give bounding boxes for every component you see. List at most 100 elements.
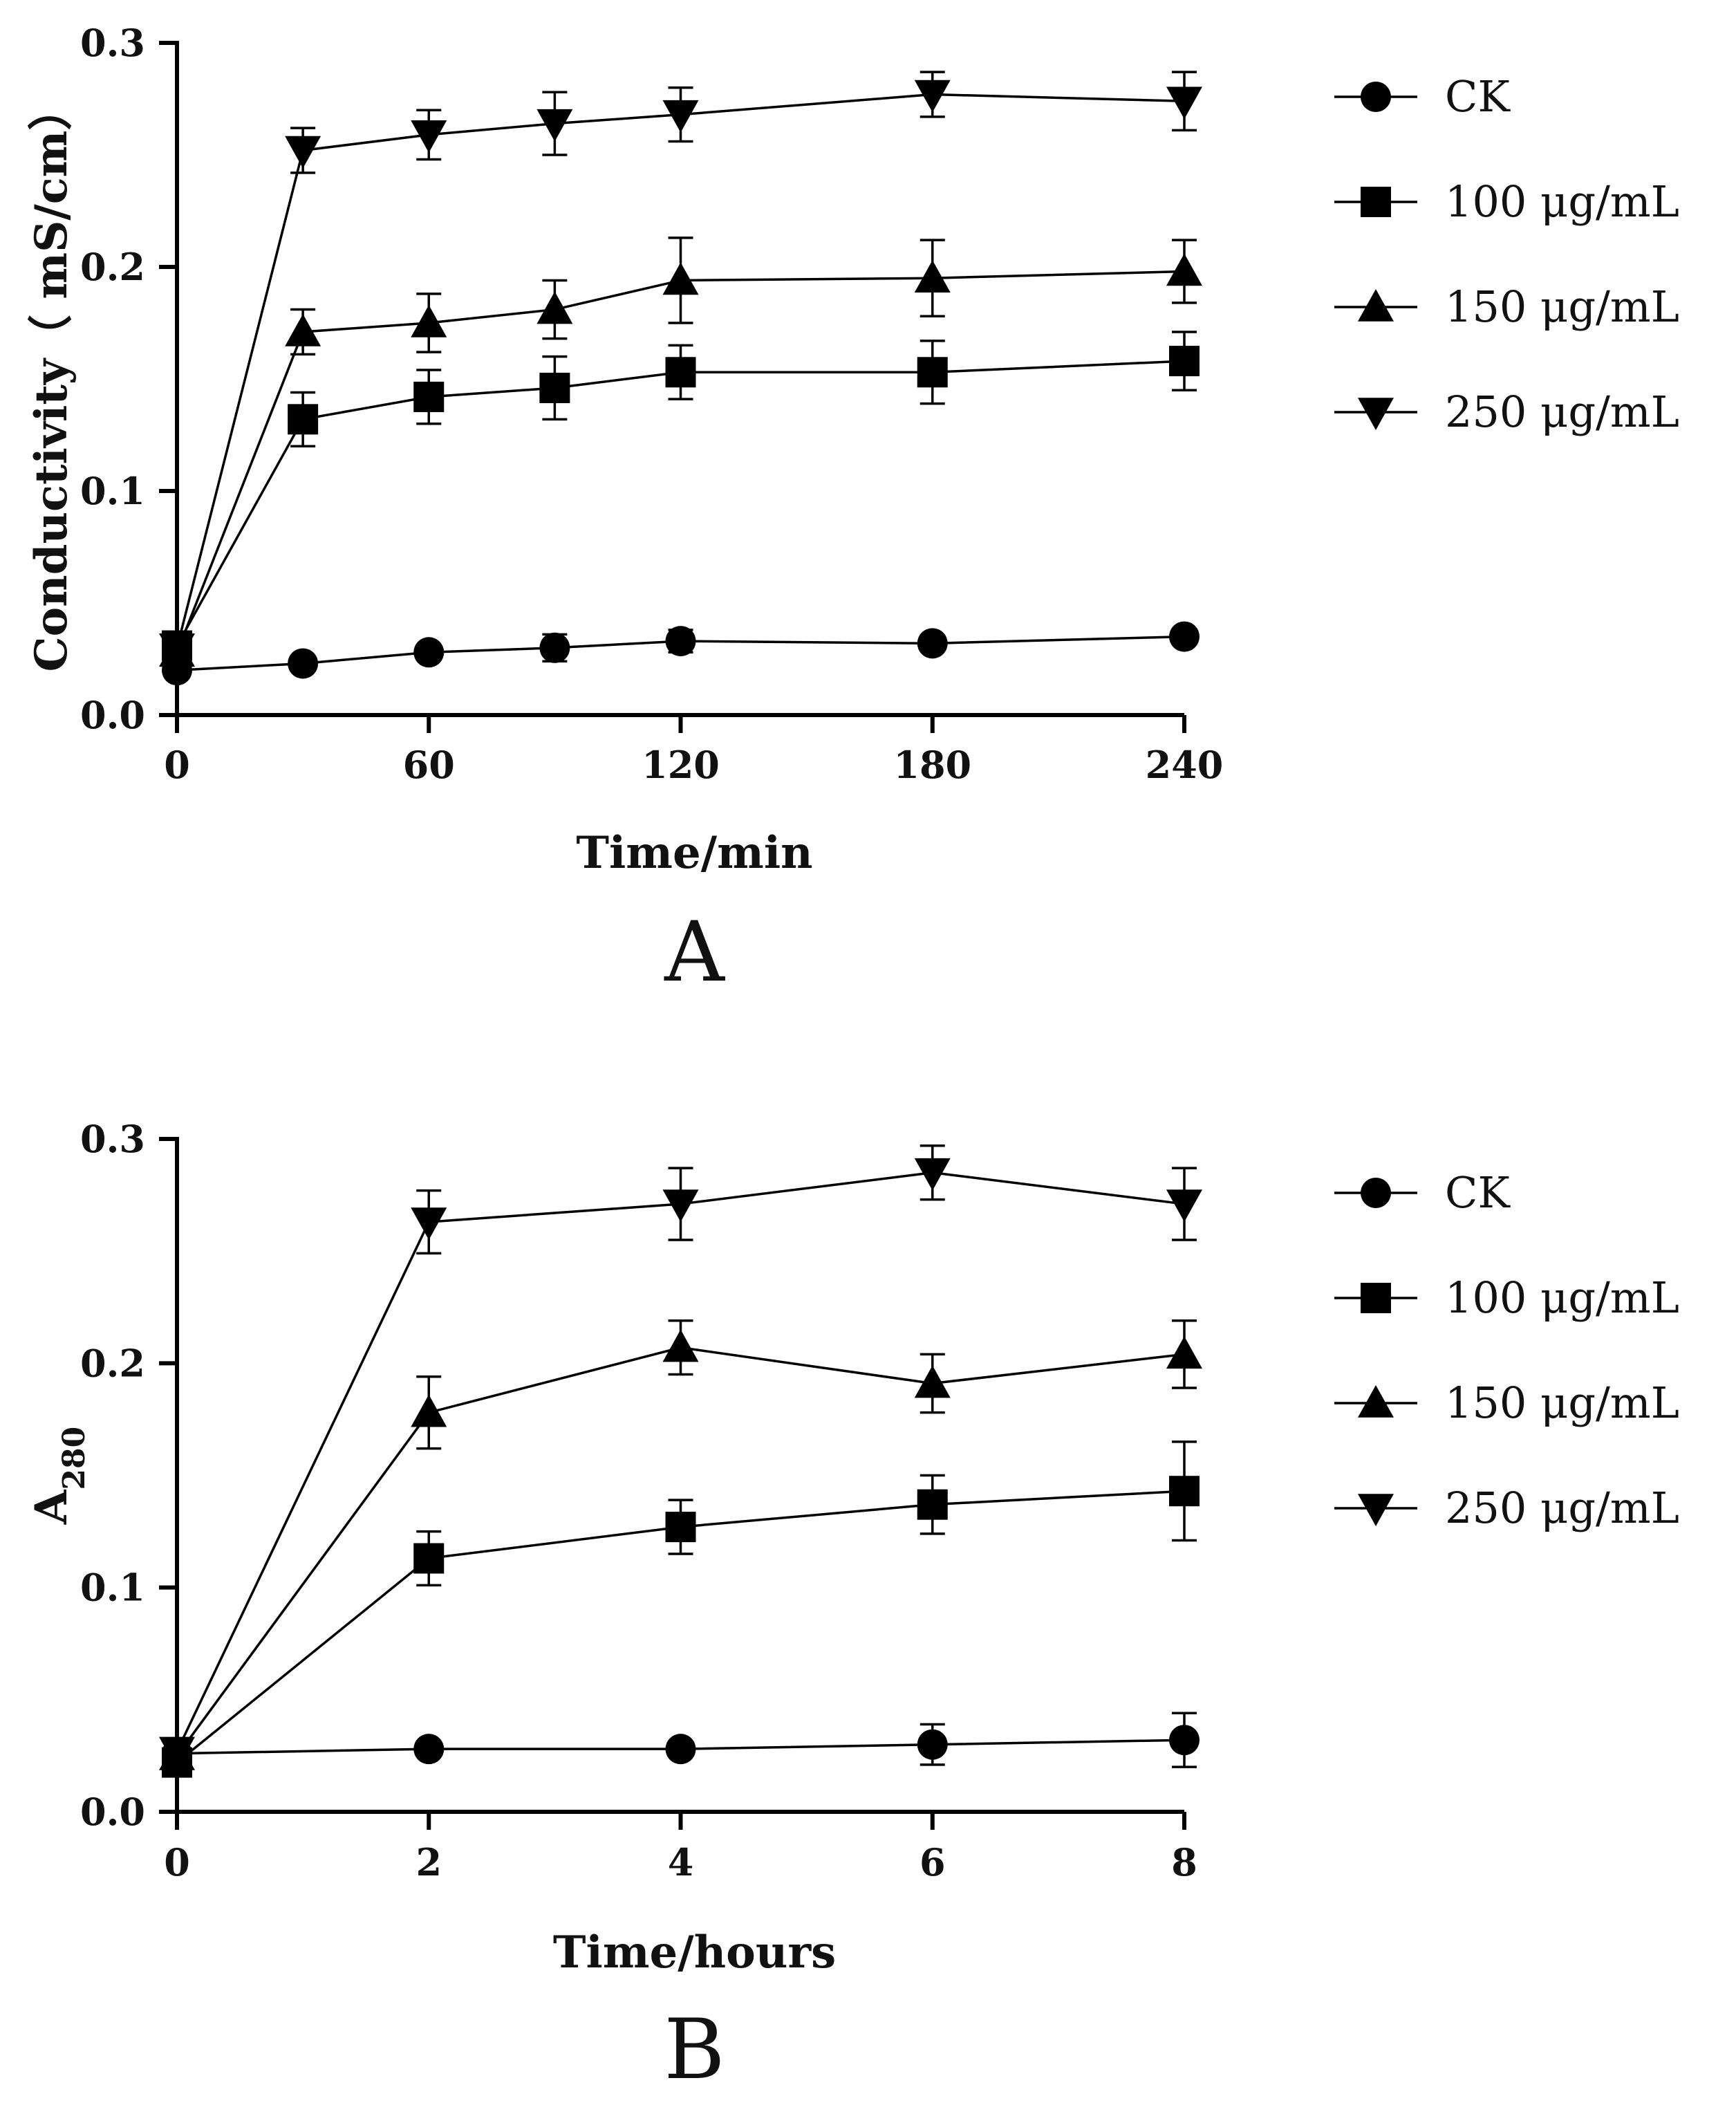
x-tick-label: 6 [920, 1840, 946, 1884]
data-point [413, 381, 445, 412]
data-point [411, 1394, 447, 1427]
data-point [662, 1329, 699, 1362]
data-point [411, 305, 447, 337]
data-point [914, 1158, 951, 1191]
series-line [176, 1171, 1185, 1752]
y-axis-title: A280 [26, 1427, 92, 1526]
y-tick-label: 0.2 [80, 245, 145, 289]
y-tick-label: 0.1 [80, 1566, 145, 1610]
data-point [159, 633, 195, 666]
x-tick-label: 180 [893, 743, 971, 787]
series-square [162, 1440, 1200, 1778]
x-tick-label: 60 [403, 743, 455, 787]
data-point [288, 648, 319, 679]
legend-label: 250 μg/mL [1445, 387, 1679, 437]
data-point [539, 632, 570, 663]
series-circle [162, 1712, 1200, 1769]
legend-item: 150 μg/mL [1334, 1378, 1679, 1428]
data-point [1166, 1336, 1202, 1369]
data-point [914, 260, 951, 293]
x-tick-label: 240 [1146, 743, 1224, 787]
data-point [1166, 253, 1202, 286]
x-tick-label: 2 [416, 1840, 442, 1884]
y-tick-label: 0.0 [80, 693, 145, 737]
legend-label: 100 μg/mL [1445, 176, 1679, 227]
x-axis-title: Time/min [576, 827, 812, 879]
legend-item: 100 μg/mL [1334, 1272, 1679, 1323]
data-point [665, 626, 696, 657]
data-point [413, 1543, 445, 1574]
data-point [662, 262, 699, 295]
legend-label: 100 μg/mL [1445, 1272, 1679, 1323]
series-triangle-down [159, 1144, 1202, 1770]
chart-panel-b: 0 2 4 6 8 0.0 0.1 0.2 0.3 Time/hours A280 CK 100 μg/… [26, 1117, 1679, 2098]
series-circle [162, 621, 1200, 686]
series-triangle-up [159, 237, 1202, 667]
data-point [413, 637, 445, 668]
data-point [1166, 86, 1202, 120]
data-point [665, 1734, 696, 1765]
data-point [917, 1489, 948, 1520]
legend-marker [1361, 82, 1391, 112]
x-tick-label: 4 [668, 1840, 694, 1884]
legend-label: CK [1445, 71, 1511, 122]
series-square [162, 331, 1200, 661]
y-axis-title-subscript: 280 [57, 1427, 92, 1490]
y-tick-label: 0.2 [80, 1341, 145, 1385]
panel-label: A [664, 905, 725, 1001]
legend-item: CK [1334, 71, 1511, 122]
data-point [1169, 346, 1200, 377]
data-point [285, 313, 321, 346]
legend-marker [1358, 398, 1394, 430]
legend-label: 150 μg/mL [1445, 281, 1679, 332]
legend-label: 250 μg/mL [1445, 1483, 1679, 1533]
data-point [539, 372, 570, 403]
data-point [914, 1365, 951, 1398]
data-point [1169, 1725, 1200, 1756]
data-point [411, 120, 447, 153]
data-point [411, 1207, 447, 1241]
data-point [662, 100, 699, 133]
data-point [536, 109, 573, 142]
legend-item: 100 μg/mL [1334, 176, 1679, 227]
panel-label: B [664, 2002, 725, 2098]
legend-marker [1358, 289, 1394, 322]
legend-item: CK [1334, 1167, 1511, 1218]
y-tick-label: 0.3 [80, 1117, 145, 1161]
data-point [665, 357, 696, 388]
data-point [1169, 621, 1200, 652]
y-tick-label: 0.3 [80, 21, 145, 65]
y-axis-title: Conductivity（ mS/cm） [26, 86, 77, 672]
series-line [176, 270, 1185, 653]
data-point [159, 1736, 195, 1770]
data-point [1169, 1476, 1200, 1507]
data-point [662, 1189, 699, 1223]
data-point [1166, 1189, 1202, 1223]
x-tick-label: 0 [164, 743, 190, 787]
x-tick-label: 0 [164, 1840, 190, 1884]
chart-panel-a: 0 60 120 180 240 0.0 0.1 0.2 0.3 Time/min Conducti… [26, 21, 1679, 1001]
data-point [917, 1729, 948, 1760]
legend-marker [1361, 187, 1391, 217]
x-tick-label: 8 [1171, 1840, 1197, 1884]
series-line [176, 360, 1185, 647]
data-point [665, 1512, 696, 1543]
data-point [285, 136, 321, 169]
data-point [914, 80, 951, 113]
legend-item: 150 μg/mL [1334, 281, 1679, 332]
y-tick-label: 0.0 [80, 1790, 145, 1834]
legend-item: 250 μg/mL [1334, 1483, 1679, 1533]
legend-label: CK [1445, 1167, 1511, 1218]
legend-marker [1361, 1283, 1391, 1313]
legend-marker [1361, 1178, 1391, 1208]
legend-item: 250 μg/mL [1334, 387, 1679, 437]
x-axis-title: Time/hours [553, 1927, 836, 1978]
y-tick-label: 0.1 [80, 469, 145, 513]
legend-marker [1358, 1385, 1394, 1418]
data-point [413, 1734, 445, 1765]
series-triangle-up [159, 1319, 1202, 1770]
data-point [536, 291, 573, 324]
series-triangle-down [159, 71, 1202, 666]
data-point [288, 404, 319, 435]
